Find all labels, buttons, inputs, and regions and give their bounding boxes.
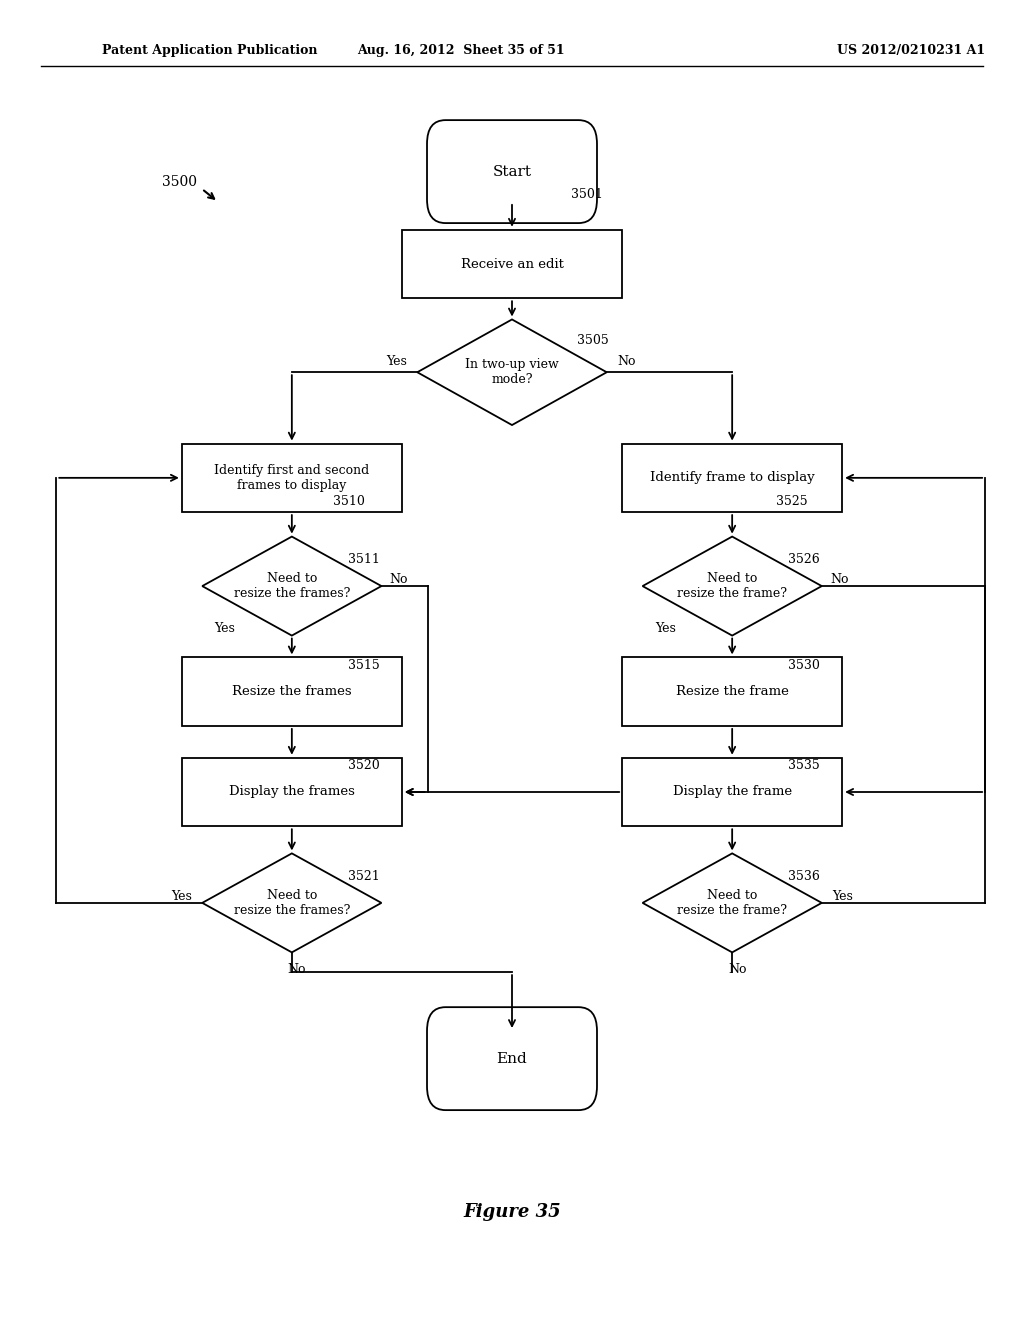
- Text: No: No: [288, 964, 306, 975]
- Text: Need to
resize the frame?: Need to resize the frame?: [677, 888, 787, 917]
- Text: 3515: 3515: [348, 659, 380, 672]
- Text: Display the frame: Display the frame: [673, 785, 792, 799]
- Text: 3530: 3530: [788, 659, 820, 672]
- Text: Receive an edit: Receive an edit: [461, 257, 563, 271]
- Text: 3500: 3500: [162, 176, 197, 189]
- Text: Yes: Yes: [386, 355, 407, 368]
- Text: Start: Start: [493, 165, 531, 178]
- Text: In two-up view
mode?: In two-up view mode?: [465, 358, 559, 387]
- Polygon shape: [643, 536, 821, 635]
- Text: Figure 35: Figure 35: [463, 1203, 561, 1221]
- Text: No: No: [728, 964, 746, 975]
- Text: Need to
resize the frame?: Need to resize the frame?: [677, 572, 787, 601]
- Polygon shape: [643, 854, 821, 953]
- FancyBboxPatch shape: [622, 657, 842, 726]
- Text: No: No: [829, 573, 849, 586]
- Polygon shape: [202, 854, 381, 953]
- FancyBboxPatch shape: [622, 444, 842, 512]
- Text: 3511: 3511: [348, 553, 380, 566]
- Text: 3521: 3521: [348, 870, 380, 883]
- Text: 3505: 3505: [577, 334, 608, 347]
- Text: 3536: 3536: [788, 870, 820, 883]
- Text: Need to
resize the frames?: Need to resize the frames?: [233, 888, 350, 917]
- Polygon shape: [418, 319, 606, 425]
- FancyBboxPatch shape: [182, 657, 401, 726]
- FancyBboxPatch shape: [427, 1007, 597, 1110]
- FancyBboxPatch shape: [622, 758, 842, 826]
- Polygon shape: [202, 536, 381, 635]
- Text: Yes: Yes: [171, 890, 191, 903]
- FancyBboxPatch shape: [427, 120, 597, 223]
- Text: 3501: 3501: [571, 187, 603, 201]
- Text: Resize the frame: Resize the frame: [676, 685, 788, 698]
- FancyBboxPatch shape: [182, 758, 401, 826]
- Text: 3520: 3520: [348, 759, 380, 772]
- Text: US 2012/0210231 A1: US 2012/0210231 A1: [838, 44, 985, 57]
- Text: 3525: 3525: [776, 495, 808, 508]
- Text: Resize the frames: Resize the frames: [232, 685, 351, 698]
- Text: Patent Application Publication: Patent Application Publication: [102, 44, 317, 57]
- Text: No: No: [616, 355, 636, 368]
- Text: Yes: Yes: [831, 890, 853, 903]
- FancyBboxPatch shape: [182, 444, 401, 512]
- Text: 3510: 3510: [333, 495, 365, 508]
- FancyBboxPatch shape: [401, 230, 623, 298]
- Text: 3526: 3526: [788, 553, 820, 566]
- Text: Yes: Yes: [215, 623, 236, 635]
- Text: Identify frame to display: Identify frame to display: [650, 471, 814, 484]
- Text: 3535: 3535: [788, 759, 820, 772]
- Text: Yes: Yes: [655, 623, 676, 635]
- Text: End: End: [497, 1052, 527, 1065]
- Text: Aug. 16, 2012  Sheet 35 of 51: Aug. 16, 2012 Sheet 35 of 51: [357, 44, 564, 57]
- Text: Need to
resize the frames?: Need to resize the frames?: [233, 572, 350, 601]
- Text: Identify first and second
frames to display: Identify first and second frames to disp…: [214, 463, 370, 492]
- Text: No: No: [389, 573, 409, 586]
- Text: Display the frames: Display the frames: [229, 785, 354, 799]
